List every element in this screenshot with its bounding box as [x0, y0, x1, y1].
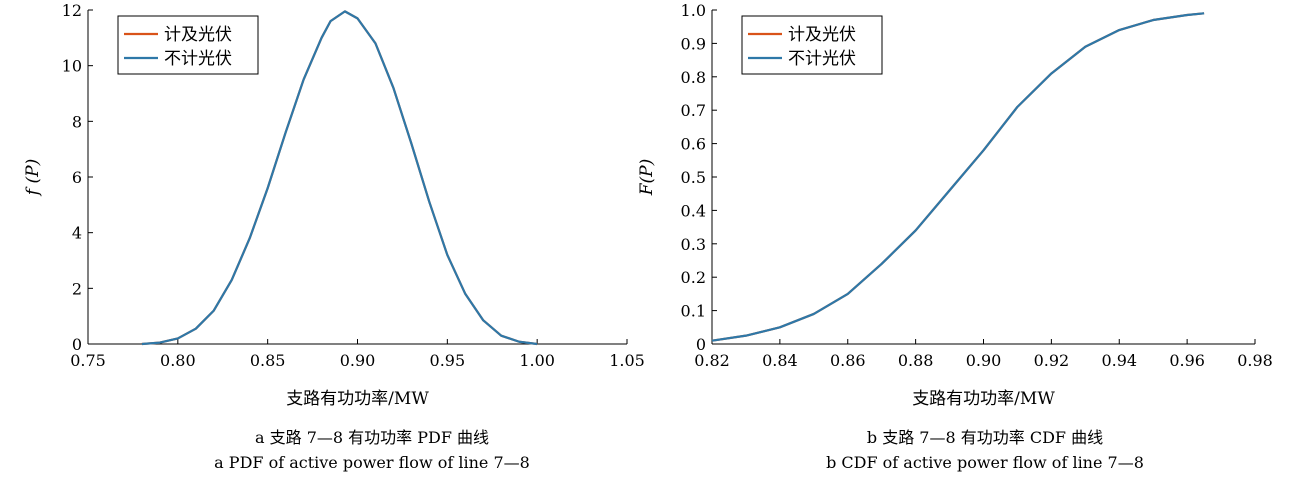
y-tick-label: 8 — [72, 112, 82, 131]
legend-label-1: 不计光伏 — [788, 49, 856, 69]
y-tick-label: 0.8 — [681, 68, 706, 87]
y-tick-label: 2 — [72, 279, 82, 298]
x-tick-label: 0.80 — [160, 351, 196, 370]
x-tick-label: 0.86 — [830, 351, 866, 370]
chart-a: 0.75 0.80 0.85 0.90 0.95 1.00 1.05 0 2 4 6 8 10 12 支路有… — [23, 1, 645, 472]
legend-label-0: 计及光伏 — [788, 25, 856, 45]
y-tick-label: 0.3 — [681, 235, 706, 254]
legend-box — [741, 15, 883, 75]
y-tick-label: 0.4 — [681, 201, 706, 220]
chart-b: 0.82 0.84 0.86 0.88 0.90 0.92 0.94 0.96 0.98 0 0.1… — [637, 1, 1273, 472]
caption-en: b CDF of active power flow of line 7—8 — [826, 453, 1144, 472]
x-tick-label: 0.98 — [1237, 351, 1273, 370]
x-axis-label: 支路有功功率/MW — [912, 389, 1055, 409]
y-tick-label: 10 — [62, 57, 82, 76]
x-tick-label: 0.85 — [250, 351, 286, 370]
x-tick-label: 0.82 — [694, 351, 730, 370]
x-tick-label: 0.94 — [1101, 351, 1137, 370]
caption-cn: a 支路 7—8 有功功率 PDF 曲线 — [255, 428, 489, 447]
series-line-1 — [141, 10, 538, 346]
y-tick-label: 0 — [696, 335, 706, 354]
caption-cn: b 支路 7—8 有功功率 CDF 曲线 — [867, 428, 1103, 447]
y-tick-label: 0.7 — [681, 101, 706, 120]
x-axis-label: 支路有功功率/MW — [286, 389, 429, 409]
series-line-1 — [711, 12, 1205, 342]
caption-en: a PDF of active power flow of line 7—8 — [214, 453, 530, 472]
y-tick-label: 4 — [72, 224, 82, 243]
x-tick-label: 0.92 — [1034, 351, 1070, 370]
y-axis-label: F(P) — [637, 159, 657, 197]
y-tick-label: 0 — [72, 335, 82, 354]
y-tick-label: 1.0 — [681, 1, 706, 20]
x-tick-label: 0.75 — [70, 351, 106, 370]
x-tick-label: 0.95 — [430, 351, 466, 370]
y-tick-label: 12 — [62, 1, 82, 20]
legend-box — [117, 15, 259, 75]
x-tick-label: 1.05 — [609, 351, 645, 370]
y-tick-label: 0.6 — [681, 135, 706, 154]
x-tick-label: 1.00 — [519, 351, 555, 370]
x-tick-label: 0.90 — [966, 351, 1002, 370]
x-tick-label: 0.88 — [898, 351, 934, 370]
y-tick-label: 0.1 — [681, 302, 706, 321]
legend-label-1: 不计光伏 — [164, 49, 232, 69]
y-axis-label: f (P) — [23, 159, 43, 197]
legend-label-0: 计及光伏 — [164, 25, 232, 45]
y-tick-label: 0.2 — [681, 268, 706, 287]
y-tick-label: 6 — [72, 168, 82, 187]
x-tick-label: 0.84 — [762, 351, 798, 370]
x-tick-label: 0.90 — [340, 351, 376, 370]
y-tick-label: 0.9 — [681, 34, 706, 53]
y-tick-label: 0.5 — [681, 168, 706, 187]
x-tick-label: 0.96 — [1169, 351, 1205, 370]
